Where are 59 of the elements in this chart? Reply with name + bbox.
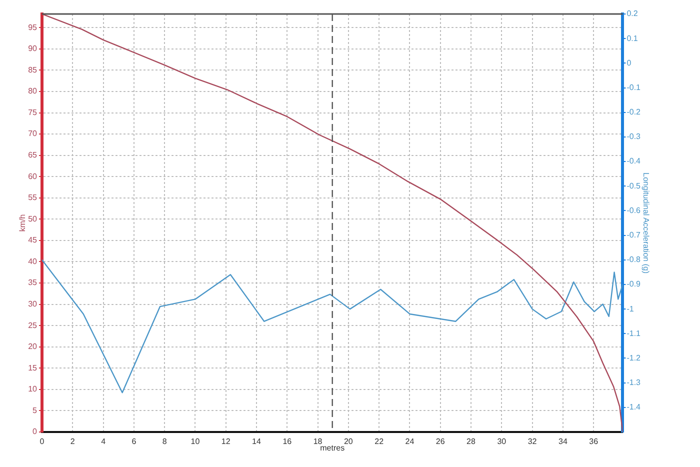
- y2-tick-label: -0.8: [626, 255, 642, 264]
- y-tick-label: 85: [28, 65, 38, 74]
- y-tick-label: 35: [28, 278, 38, 288]
- y2-tick-label: -1.1: [626, 328, 642, 338]
- y2-tick-label: -0.4: [626, 156, 642, 166]
- y2-tick-label: -0.3: [626, 132, 642, 142]
- x-tick-label: 18: [313, 437, 323, 446]
- x-tick-label: 12: [221, 437, 231, 446]
- y-tick-label: 15: [28, 363, 38, 372]
- y-tick-label: 65: [28, 150, 38, 160]
- y-tick-label: 30: [28, 300, 38, 309]
- x-tick-label: 26: [436, 437, 446, 446]
- y-tick-label: 95: [28, 22, 38, 32]
- y-tick-label: 45: [28, 236, 38, 245]
- x-tick-label: 34: [558, 437, 568, 446]
- x-axis-title: metres: [320, 443, 345, 452]
- x-tick-label: 2: [70, 437, 76, 446]
- y2-axis-title: Longitudinal Acceleration (g): [642, 172, 651, 274]
- x-tick-label: 0: [40, 437, 45, 446]
- y-tick-label: 90: [28, 44, 38, 54]
- y-tick-label: 75: [28, 108, 38, 117]
- y2-tick-label: 0.1: [626, 34, 638, 43]
- x-tick-label: 24: [405, 437, 415, 446]
- x-tick-label: 8: [162, 437, 168, 446]
- y-tick-label: 25: [28, 320, 38, 330]
- y-tick-label: 80: [28, 86, 38, 96]
- x-tick-label: 4: [101, 437, 106, 446]
- y-tick-label: 5: [32, 406, 38, 415]
- x-tick-label: 22: [374, 437, 384, 446]
- y2-tick-label: -1.2: [626, 353, 642, 362]
- y2-tick-label: -0.9: [626, 280, 642, 289]
- x-tick-label: 10: [190, 437, 200, 446]
- y-axis-title: km/h: [18, 214, 28, 232]
- y-tick-label: 55: [28, 193, 38, 202]
- y-tick-label: 70: [28, 129, 38, 138]
- y2-tick-label: -0.6: [626, 206, 642, 215]
- y2-tick-label: -0.5: [626, 181, 642, 190]
- y-tick-label: 50: [28, 214, 38, 224]
- x-tick-label: 28: [466, 437, 476, 446]
- y-tick-label: 10: [28, 384, 38, 394]
- y2-tick-label: -0.1: [626, 82, 642, 92]
- y-tick-label: 0: [32, 427, 38, 436]
- y2-tick-label: -1: [626, 304, 634, 314]
- x-tick-label: 32: [528, 437, 538, 446]
- x-tick-label: 30: [497, 437, 507, 446]
- y2-tick-label: 0.2: [626, 9, 638, 18]
- y2-tick-label: -1.4: [626, 402, 642, 412]
- y2-tick-label: -1.3: [626, 378, 642, 388]
- x-tick-label: 20: [344, 437, 354, 446]
- x-tick-label: 16: [282, 437, 292, 446]
- y2-tick-label: -0.7: [626, 230, 642, 240]
- y-tick-label: 20: [28, 342, 38, 352]
- y-tick-label: 60: [28, 172, 38, 181]
- y2-tick-label: -0.2: [626, 108, 642, 117]
- y2-tick-label: 0: [626, 58, 632, 68]
- x-tick-label: 6: [132, 437, 137, 446]
- x-tick-label: 36: [589, 437, 599, 446]
- x-tick-label: 14: [252, 437, 262, 446]
- y-tick-label: 40: [28, 256, 38, 266]
